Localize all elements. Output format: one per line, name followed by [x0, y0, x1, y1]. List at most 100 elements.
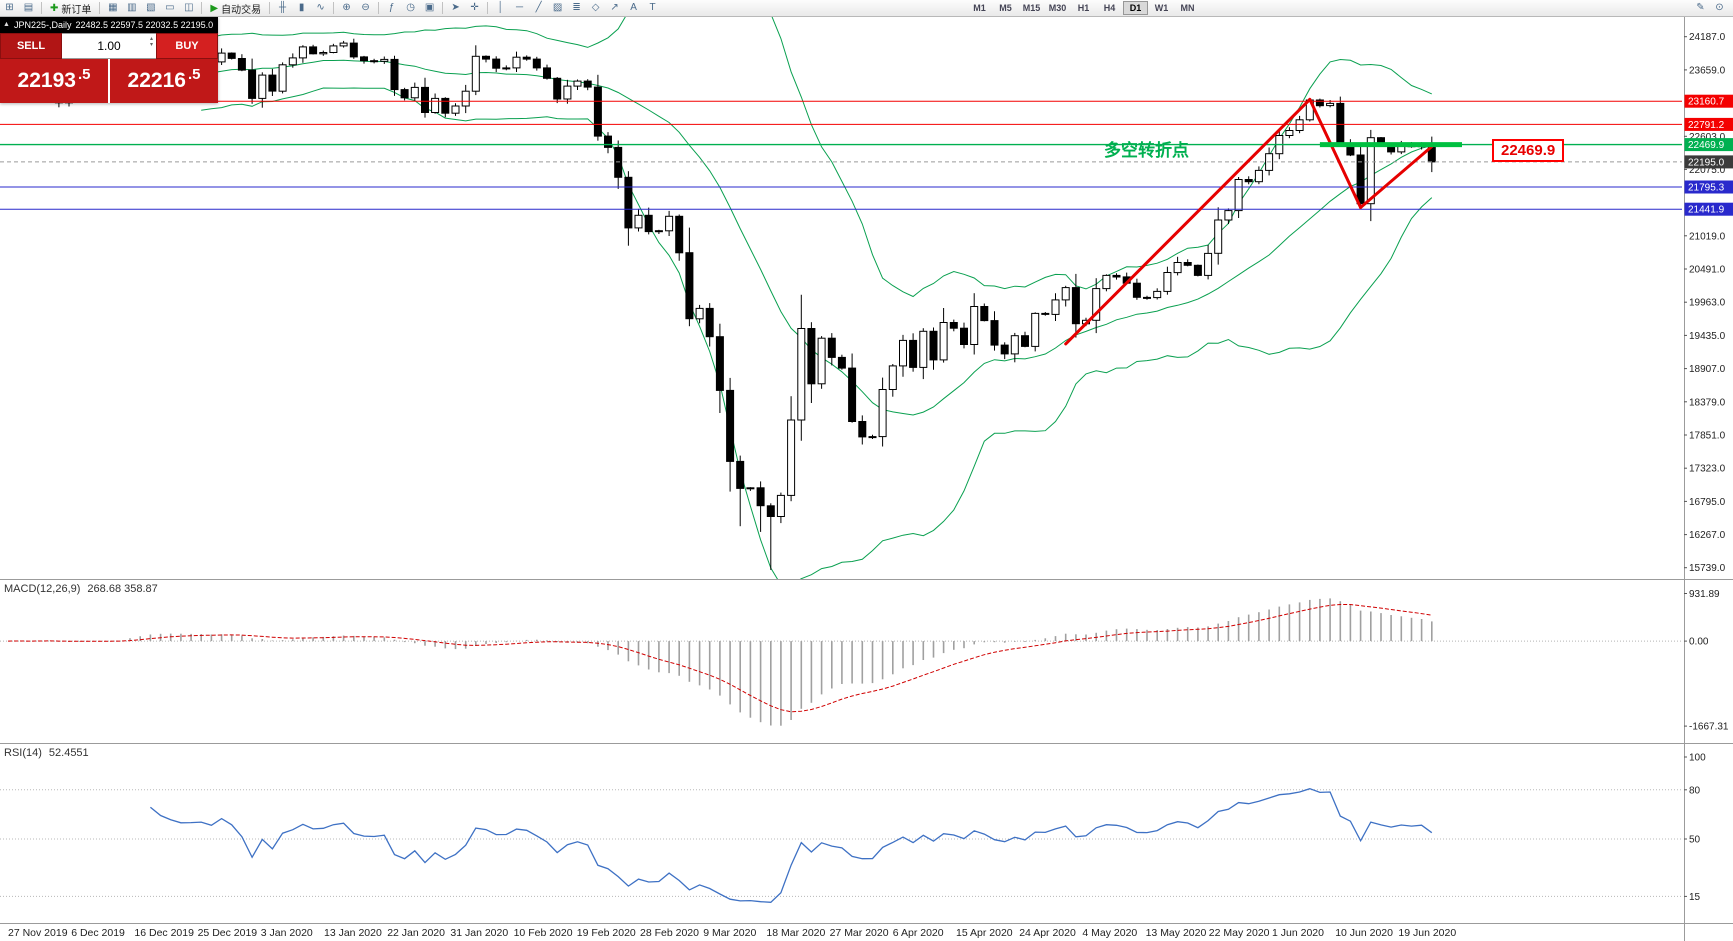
sell-price-display[interactable]: 22193 .5	[0, 59, 108, 103]
turning-point-annotation[interactable]: 多空转折点	[1104, 141, 1189, 160]
candlestick-chart-icon[interactable]: ▮	[298, 2, 305, 13]
price-callout-box[interactable]: 22469.9	[1492, 139, 1565, 162]
timeframe-mn[interactable]: MN	[1180, 3, 1195, 13]
candle	[1214, 219, 1223, 254]
new-chart-icon[interactable]: ⊞	[5, 2, 14, 13]
candle	[949, 322, 958, 329]
candle	[960, 327, 968, 346]
indicators-icon[interactable]: ƒ	[388, 2, 395, 13]
timeframe-w1[interactable]: W1	[1154, 3, 1169, 13]
sell-button[interactable]: SELL	[0, 33, 62, 59]
volume-spinner[interactable]: ▴ ▾	[150, 36, 153, 48]
candle	[421, 86, 429, 114]
timeframe-m5[interactable]: M5	[999, 3, 1012, 13]
timeframe-d1[interactable]: D1	[1123, 1, 1148, 15]
timeframe-m1[interactable]: M1	[973, 3, 986, 13]
buy-price-display[interactable]: 22216 .5	[110, 59, 218, 103]
macd-name: MACD(12,26,9)	[4, 583, 81, 595]
trendline-object[interactable]	[1359, 145, 1434, 209]
candle	[787, 419, 796, 496]
trendline-object[interactable]	[1064, 97, 1312, 346]
autotrading-button[interactable]: ▶ 自动交易	[205, 1, 266, 16]
candle	[237, 58, 246, 71]
line-chart-icon[interactable]: ∿	[316, 2, 325, 13]
terminal-icon[interactable]: ▭	[165, 2, 175, 13]
crosshair-icon[interactable]: ✛	[470, 2, 479, 13]
candle	[400, 89, 409, 99]
channel-icon[interactable]: ▨	[552, 2, 563, 13]
candle	[1183, 262, 1192, 266]
macd-indicator-label: MACD(12,26,9) 268.68 358.87	[4, 583, 158, 595]
zoom-in-icon[interactable]: ⊕	[342, 2, 351, 13]
candle	[705, 307, 714, 338]
timeframe-m30[interactable]: M30	[1048, 3, 1067, 13]
cursor-icon[interactable]: ➤	[451, 2, 460, 13]
vertical-line-icon[interactable]: │	[497, 2, 504, 13]
buy-button[interactable]: BUY	[156, 33, 218, 59]
zoom-out-icon[interactable]: ⊖	[361, 2, 370, 13]
text-label-icon[interactable]: T	[649, 2, 656, 13]
candle	[715, 336, 724, 391]
profiles-icon[interactable]: ▤	[23, 2, 34, 13]
date-label: 6 Apr 2020	[892, 927, 944, 939]
price-tick-label: 16795.0	[1689, 497, 1726, 508]
arrows-icon[interactable]: ↗	[610, 2, 619, 13]
bollinger-middle-band	[201, 59, 1432, 416]
macd-axis-label: 0.00	[1689, 637, 1709, 648]
new-order-button[interactable]: ✚ 新订单	[45, 1, 96, 16]
candle	[268, 74, 277, 92]
text-icon[interactable]: A	[630, 2, 637, 13]
timeframe-m15[interactable]: M15	[1022, 3, 1041, 13]
shapes-icon[interactable]: ◇	[591, 2, 600, 13]
price-tick-label: 18907.0	[1689, 364, 1726, 375]
candle	[1000, 344, 1009, 355]
volume-input[interactable]: 1.00 ▴ ▾	[62, 33, 156, 59]
candle	[1132, 282, 1141, 298]
date-label: 13 May 2020	[1145, 927, 1207, 939]
candle	[1051, 299, 1060, 315]
rsi-panel[interactable]: 100 80 50 15	[0, 743, 1733, 923]
trendline-icon[interactable]: ╱	[535, 2, 542, 13]
candle	[624, 176, 633, 229]
pencil-icon[interactable]: ✎	[1696, 2, 1705, 13]
price-tag: 22195.0	[1688, 157, 1725, 168]
candle	[258, 74, 267, 99]
candle	[939, 322, 948, 361]
chart-title-bar[interactable]: ▲ JPN225-,Daily 22482.5 22597.5 22032.5 …	[0, 17, 218, 33]
horizontal-line-icon[interactable]: ─	[516, 2, 524, 13]
candle	[319, 52, 328, 55]
candle	[390, 58, 399, 91]
collapse-arrow-icon[interactable]: ▲	[3, 21, 10, 28]
time-axis[interactable]: 27 Nov 2019 6 Dec 2019 16 Dec 2019 25 Dec 2…	[0, 923, 1733, 941]
timeframe-h4[interactable]: H4	[1103, 3, 1116, 13]
date-label: 25 Dec 2019	[197, 927, 258, 939]
main-chart[interactable]: 24187.0 23659.0 22603.0 22075.0 21019.0 20491…	[0, 17, 1733, 579]
sell-price-main: 22193	[17, 69, 76, 92]
bar-chart-icon[interactable]: ╫	[279, 2, 287, 13]
toolbar-divider	[269, 2, 271, 14]
date-label: 13 Jan 2020	[324, 927, 382, 939]
candle	[349, 42, 358, 58]
buy-price-main: 22216	[127, 69, 186, 92]
candle	[980, 306, 989, 322]
templates-icon[interactable]: ▣	[424, 2, 435, 13]
candle	[1031, 312, 1040, 347]
navigator-icon[interactable]: ▧	[146, 2, 156, 13]
price-tag: 22791.2	[1688, 120, 1725, 131]
candle	[776, 494, 785, 517]
strategy-tester-icon[interactable]: ◫	[184, 2, 194, 13]
trendline-object[interactable]	[1308, 97, 1363, 209]
periods-icon[interactable]: ◷	[406, 2, 415, 13]
candle	[797, 328, 806, 421]
bollinger-upper-band	[201, 17, 1433, 298]
market-watch-icon[interactable]: ▦	[108, 2, 118, 13]
search-icon[interactable]: ⊙	[1715, 2, 1724, 13]
timeframe-h1[interactable]: H1	[1077, 3, 1090, 13]
candle	[756, 487, 765, 507]
candle	[807, 328, 816, 385]
volume-value: 1.00	[97, 39, 121, 53]
fibonacci-icon[interactable]: ≣	[572, 2, 581, 13]
price-tick-label: 19963.0	[1689, 298, 1726, 309]
macd-panel[interactable]: 931.89 0.00 -1667.31	[0, 579, 1733, 743]
data-window-icon[interactable]: ▥	[127, 2, 137, 13]
